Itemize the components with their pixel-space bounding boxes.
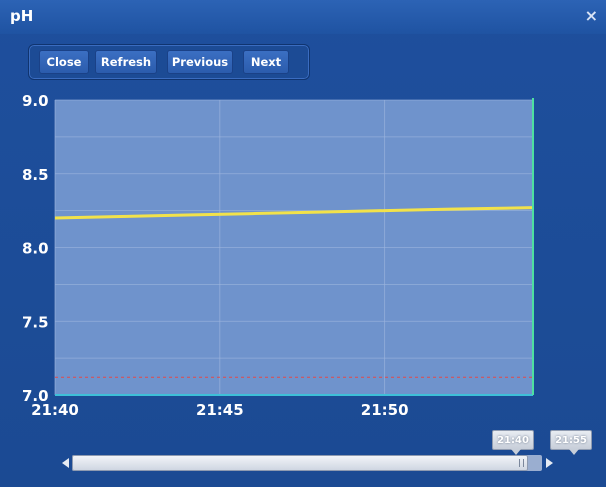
scroll-left-arrow-icon[interactable] (62, 458, 69, 468)
close-icon[interactable]: × (584, 6, 598, 25)
previous-button[interactable]: Previous (167, 50, 233, 74)
grip-icon (519, 459, 524, 467)
y-tick-label: 8.5 (22, 166, 49, 184)
x-tick-label: 21:40 (31, 401, 79, 419)
refresh-button[interactable]: Refresh (95, 50, 157, 74)
scroll-track[interactable] (72, 455, 542, 471)
range-scrollbar[interactable] (62, 452, 553, 474)
x-tick-label: 21:50 (361, 401, 409, 419)
next-button[interactable]: Next (243, 50, 289, 74)
series-line (54, 206, 534, 220)
toolbar: Close Refresh Previous Next (28, 44, 310, 80)
title-bar[interactable]: pH × (0, 0, 606, 34)
y-tick-label: 8.0 (22, 240, 49, 258)
range-start-badge: 21:40 (492, 430, 534, 455)
close-button[interactable]: Close (39, 50, 89, 74)
window-title: pH (10, 7, 34, 25)
ph-chart: 9.0 8.5 8.0 7.5 7.021:40 21:45 21:50 (22, 92, 534, 419)
y-tick-label: 7.5 (22, 313, 49, 331)
x-tick-label: 21:45 (196, 401, 244, 419)
y-tick-label: 9.0 (22, 92, 49, 110)
y-tick-label: 7.0 (22, 387, 49, 405)
scroll-right-arrow-icon[interactable] (546, 458, 553, 468)
range-end-badge: 21:55 (550, 430, 592, 455)
scroll-thumb[interactable] (72, 455, 528, 471)
